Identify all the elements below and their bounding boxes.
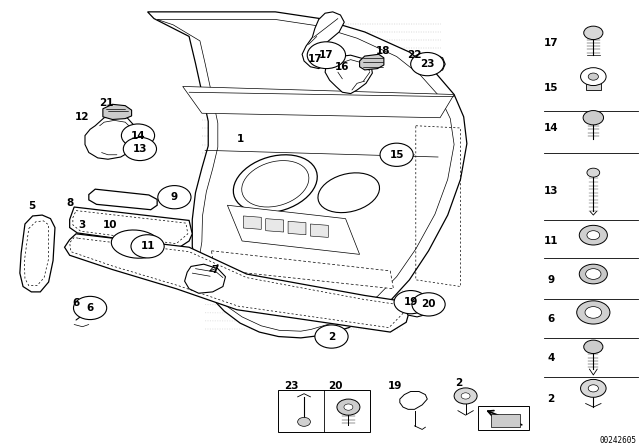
Text: 8: 8 (66, 198, 74, 207)
Text: 6: 6 (548, 314, 555, 324)
Text: 17: 17 (308, 54, 322, 64)
Text: 2: 2 (456, 378, 463, 388)
Polygon shape (302, 12, 344, 69)
Polygon shape (234, 155, 317, 213)
Text: 15: 15 (389, 150, 404, 160)
Text: 21: 21 (99, 98, 113, 108)
Text: 16: 16 (335, 62, 349, 72)
Circle shape (584, 26, 603, 39)
Text: 1: 1 (237, 134, 244, 144)
Bar (586, 80, 601, 90)
Polygon shape (79, 300, 104, 313)
Text: 17: 17 (319, 50, 333, 60)
Polygon shape (148, 12, 467, 338)
Text: 6: 6 (86, 303, 93, 313)
Polygon shape (85, 116, 136, 159)
Text: 13: 13 (132, 144, 147, 154)
Text: 15: 15 (544, 83, 559, 93)
Circle shape (461, 393, 470, 399)
Polygon shape (404, 301, 431, 317)
Text: 18: 18 (375, 46, 390, 56)
Text: 5: 5 (28, 201, 35, 211)
Circle shape (586, 269, 601, 280)
Text: 23: 23 (420, 59, 435, 69)
Text: 9: 9 (548, 275, 555, 285)
Polygon shape (325, 55, 372, 94)
Polygon shape (318, 173, 380, 213)
Polygon shape (211, 251, 394, 289)
Circle shape (131, 235, 164, 258)
Circle shape (577, 301, 610, 324)
Circle shape (315, 325, 348, 348)
Bar (491, 414, 520, 427)
Text: 20: 20 (328, 381, 343, 391)
Circle shape (587, 231, 600, 240)
Polygon shape (421, 55, 445, 73)
Polygon shape (65, 234, 410, 332)
Circle shape (307, 42, 346, 69)
Circle shape (158, 185, 191, 209)
Text: 11: 11 (140, 241, 155, 251)
Circle shape (588, 385, 598, 392)
Text: 9: 9 (171, 192, 178, 202)
Circle shape (580, 379, 606, 397)
Circle shape (298, 418, 310, 426)
Text: 22: 22 (407, 50, 422, 60)
Text: 7: 7 (211, 265, 218, 275)
Circle shape (124, 138, 157, 160)
Text: 6: 6 (72, 298, 79, 309)
Circle shape (588, 73, 598, 80)
Polygon shape (182, 86, 454, 118)
Text: 14: 14 (131, 130, 145, 141)
Circle shape (587, 168, 600, 177)
Circle shape (584, 340, 603, 353)
Text: 2: 2 (548, 394, 555, 404)
Polygon shape (360, 54, 384, 70)
Circle shape (74, 296, 107, 319)
Polygon shape (266, 219, 284, 232)
Polygon shape (20, 215, 55, 292)
Circle shape (337, 399, 360, 415)
Circle shape (412, 293, 445, 316)
Polygon shape (103, 104, 132, 120)
Circle shape (380, 143, 413, 166)
Text: 2: 2 (328, 332, 335, 341)
Text: 19: 19 (403, 297, 418, 307)
Polygon shape (310, 224, 328, 237)
Polygon shape (227, 205, 360, 254)
Text: 17: 17 (544, 38, 559, 48)
Text: 19: 19 (388, 381, 403, 391)
Text: 20: 20 (421, 299, 436, 310)
Text: 3: 3 (79, 220, 86, 230)
Polygon shape (288, 221, 306, 235)
Text: 14: 14 (544, 123, 559, 133)
Circle shape (411, 52, 444, 76)
Circle shape (579, 264, 607, 284)
Circle shape (122, 124, 155, 147)
Bar (478, 406, 529, 431)
Circle shape (394, 291, 428, 314)
Bar (278, 390, 370, 432)
Polygon shape (89, 189, 157, 210)
Circle shape (585, 306, 602, 318)
Text: 13: 13 (544, 185, 559, 195)
Text: 4: 4 (547, 353, 555, 363)
Polygon shape (184, 264, 225, 293)
Text: 12: 12 (75, 112, 90, 122)
Polygon shape (70, 207, 192, 247)
Circle shape (580, 68, 606, 86)
Text: 10: 10 (103, 220, 118, 230)
Circle shape (344, 404, 353, 410)
Text: 23: 23 (284, 381, 298, 391)
Text: 11: 11 (544, 236, 559, 246)
Circle shape (583, 111, 604, 125)
Polygon shape (400, 392, 428, 409)
Text: 00242605: 00242605 (599, 436, 636, 445)
Circle shape (454, 388, 477, 404)
Polygon shape (243, 216, 261, 229)
Polygon shape (111, 230, 161, 258)
Circle shape (579, 225, 607, 245)
